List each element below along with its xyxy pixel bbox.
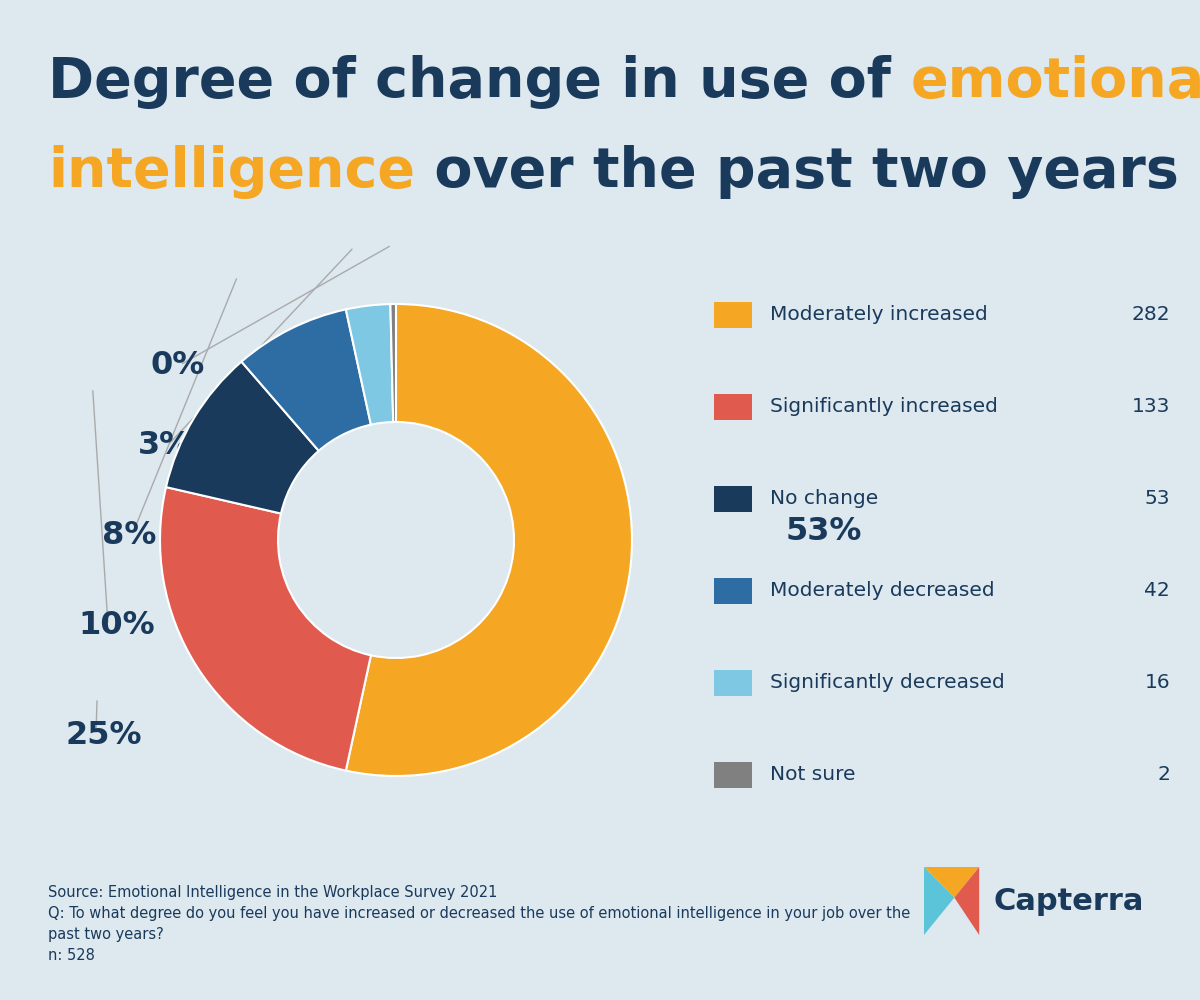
Wedge shape — [390, 304, 396, 422]
Text: Moderately decreased: Moderately decreased — [770, 581, 995, 600]
Wedge shape — [241, 309, 371, 451]
Text: Not sure: Not sure — [770, 765, 856, 784]
FancyBboxPatch shape — [714, 302, 752, 328]
Text: Source: Emotional Intelligence in the Workplace Survey 2021
Q: To what degree do: Source: Emotional Intelligence in the Wo… — [48, 885, 911, 963]
Text: 0%: 0% — [150, 350, 204, 380]
Text: 10%: 10% — [78, 609, 155, 641]
Text: 53: 53 — [1145, 489, 1170, 508]
Text: 42: 42 — [1145, 581, 1170, 600]
Text: Significantly decreased: Significantly decreased — [770, 674, 1006, 692]
FancyBboxPatch shape — [714, 486, 752, 512]
FancyBboxPatch shape — [714, 762, 752, 788]
Text: over the past two years: over the past two years — [415, 145, 1178, 199]
Polygon shape — [924, 867, 979, 898]
Wedge shape — [346, 304, 394, 425]
FancyBboxPatch shape — [714, 670, 752, 696]
Text: 282: 282 — [1132, 306, 1170, 324]
Text: 133: 133 — [1132, 397, 1170, 416]
Text: 16: 16 — [1145, 674, 1170, 692]
Text: Capterra: Capterra — [994, 886, 1144, 916]
Polygon shape — [924, 867, 954, 935]
Wedge shape — [166, 362, 319, 514]
Wedge shape — [160, 487, 371, 771]
Text: Degree of change in use of: Degree of change in use of — [48, 55, 911, 109]
Text: 8%: 8% — [102, 520, 156, 550]
Polygon shape — [954, 867, 979, 935]
Text: 2: 2 — [1157, 765, 1170, 784]
Text: No change: No change — [770, 489, 878, 508]
Text: emotional: emotional — [911, 55, 1200, 109]
Wedge shape — [346, 304, 632, 776]
Text: Significantly increased: Significantly increased — [770, 397, 998, 416]
FancyBboxPatch shape — [714, 578, 752, 604]
Text: 53%: 53% — [786, 516, 863, 548]
Text: intelligence: intelligence — [48, 145, 415, 199]
Text: Moderately increased: Moderately increased — [770, 306, 988, 324]
Text: 25%: 25% — [66, 720, 143, 750]
FancyBboxPatch shape — [714, 394, 752, 420]
Text: 3%: 3% — [138, 430, 192, 460]
